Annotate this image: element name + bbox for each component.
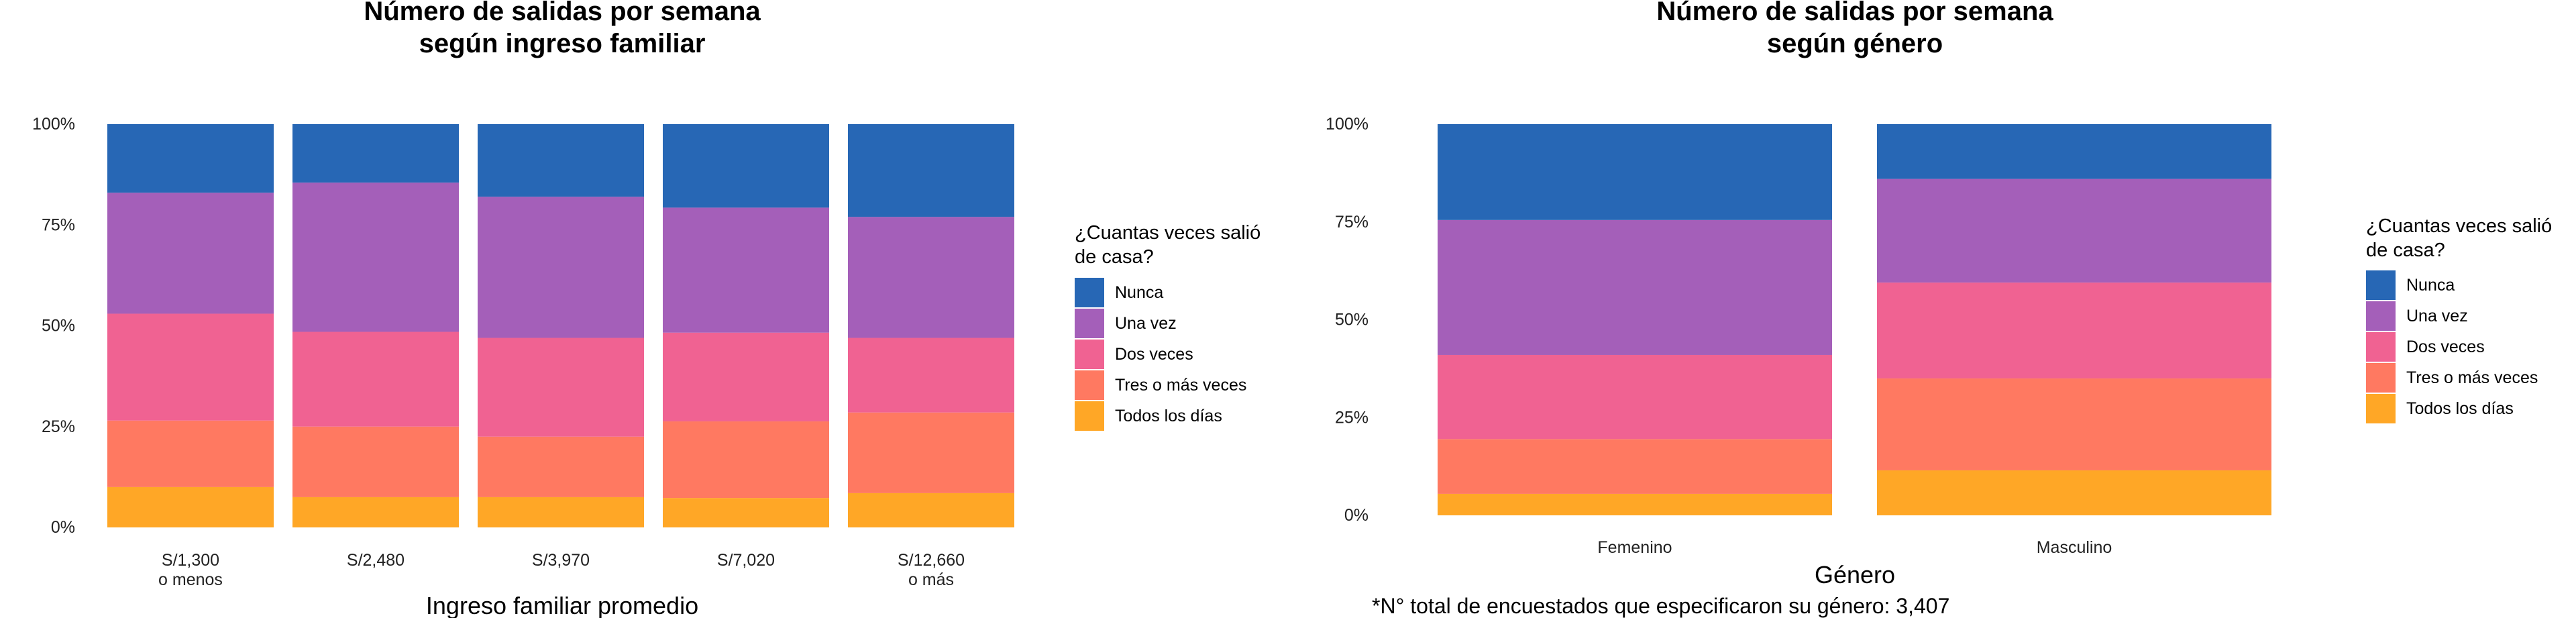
legend-title: ¿Cuantas veces salió <box>1075 222 1260 244</box>
chart-panel-1: Número de salidas por semana según ingres… <box>32 0 1260 618</box>
legend-title: de casa? <box>1075 246 1154 268</box>
x-tick-label: o más <box>908 570 954 589</box>
chart-caption: *N° total de encuestados que especificar… <box>1372 594 1949 618</box>
x-tick-label: S/7,020 <box>717 551 775 570</box>
legend-label: Dos veces <box>2406 338 2485 356</box>
legend-title: de casa? <box>2366 240 2445 261</box>
legend-swatch <box>2366 301 2396 331</box>
legend: ¿Cuantas veces salió de casa? Nunca Una vez… <box>2366 215 2552 423</box>
chart-subtitle: según género <box>1767 29 1943 58</box>
legend-label: Tres o más veces <box>1115 376 1246 395</box>
legend-label: Todos los días <box>1115 407 1222 425</box>
bar-segment <box>292 183 459 332</box>
bar-segment <box>1877 282 2271 378</box>
bar-segment <box>292 124 459 183</box>
bar-segment <box>107 420 274 487</box>
y-tick-label: 50% <box>1335 311 1368 329</box>
y-tick-label: 75% <box>1335 213 1368 231</box>
x-tick-label: S/1,300 <box>162 551 219 570</box>
bar-segment <box>663 207 829 333</box>
legend-swatch <box>1075 309 1104 338</box>
legend-label: Tres o más veces <box>2406 368 2538 387</box>
bar-segment <box>1438 124 1832 220</box>
bar-segment <box>107 313 274 421</box>
legend-swatch <box>1075 278 1104 307</box>
legend-label: Una vez <box>2406 307 2468 325</box>
legend-swatch <box>2366 363 2396 393</box>
y-tick-label: 0% <box>51 518 75 537</box>
x-tick-label: Femenino <box>1597 538 1672 557</box>
legend-label: Nunca <box>2406 276 2455 295</box>
chart-title: Número de salidas por semana <box>364 0 761 26</box>
legend-title: ¿Cuantas veces salió <box>2366 215 2552 237</box>
bar-segment <box>663 421 829 499</box>
y-tick-label: 100% <box>32 115 75 134</box>
y-tick-label: 50% <box>42 317 75 336</box>
x-tick-label: S/12,660 <box>898 551 965 570</box>
bar-segment <box>1438 439 1832 494</box>
x-tick-label: Masculino <box>2037 538 2112 557</box>
y-tick-label: 25% <box>42 417 75 436</box>
bar-segment <box>478 124 644 197</box>
x-tick-label: o menos <box>158 570 223 589</box>
x-axis-title: Género <box>1815 561 1895 588</box>
chart-panel-2: Número de salidas por semana según género… <box>1326 0 2552 618</box>
legend-swatch <box>2366 332 2396 362</box>
bar-segment <box>848 412 1014 493</box>
bar-segment <box>478 436 644 497</box>
bar-segment <box>1438 354 1832 440</box>
legend-label: Todos los días <box>2406 399 2514 418</box>
bar-segment <box>292 426 459 497</box>
x-axis-title: Ingreso familiar promedio <box>426 592 698 618</box>
y-tick-label: 75% <box>42 215 75 234</box>
legend-swatch <box>1075 340 1104 369</box>
bar-segment <box>107 486 274 527</box>
bar-segment <box>107 193 274 314</box>
bar-segment <box>848 493 1014 527</box>
x-tick-label: S/2,480 <box>347 551 405 570</box>
legend-label: Una vez <box>1115 314 1177 333</box>
bar-segment <box>663 124 829 208</box>
legend-swatch <box>1075 401 1104 431</box>
bar-segment <box>478 197 644 338</box>
bar-segment <box>1438 219 1832 355</box>
legend-label: Nunca <box>1115 283 1163 302</box>
bar-segment <box>478 497 644 527</box>
bar-segment <box>1438 493 1832 515</box>
bar-segment <box>848 217 1014 338</box>
chart-subtitle: según ingreso familiar <box>419 29 706 58</box>
y-tick-label: 25% <box>1335 408 1368 427</box>
bar-segment <box>292 331 459 427</box>
bar-segment <box>1877 178 2271 283</box>
legend-label: Dos veces <box>1115 345 1193 364</box>
y-tick-label: 100% <box>1326 115 1368 134</box>
bar-segment <box>1877 470 2271 515</box>
legend-swatch <box>1075 370 1104 400</box>
bar-segment <box>848 338 1014 413</box>
bar-segment <box>478 338 644 437</box>
legend-swatch <box>2366 394 2396 423</box>
y-tick-label: 0% <box>1344 506 1368 525</box>
bar-segment <box>107 124 274 193</box>
legend-swatch <box>2366 270 2396 300</box>
bar-segment <box>663 498 829 527</box>
bar-segment <box>292 497 459 527</box>
x-tick-label: S/3,970 <box>532 551 590 570</box>
bar-segment <box>1877 124 2271 179</box>
bar-segment <box>848 124 1014 217</box>
bar-segment <box>663 332 829 421</box>
bar-segment <box>1877 378 2271 470</box>
chart-title: Número de salidas por semana <box>1656 0 2053 26</box>
